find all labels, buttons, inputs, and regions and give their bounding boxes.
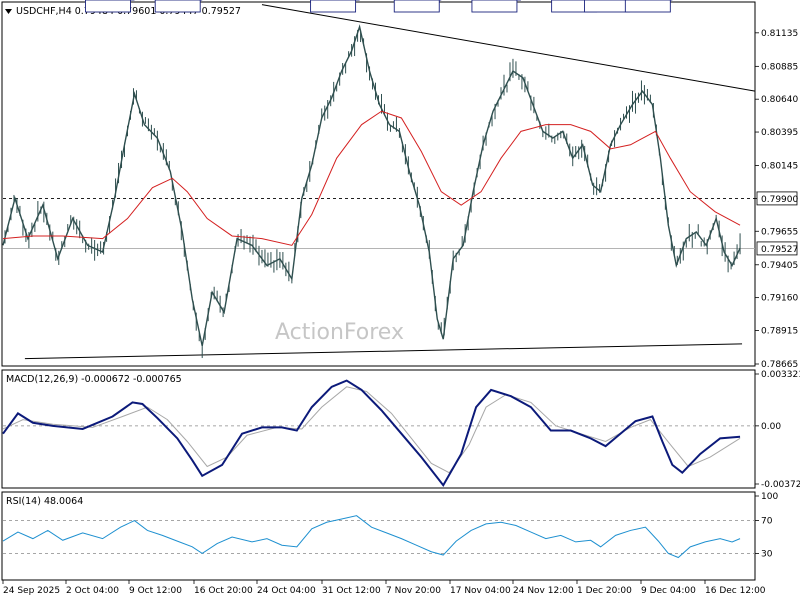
header-triangle-icon (5, 9, 12, 14)
x-tick-label: 16 Oct 20:00 (194, 586, 253, 596)
price-wicks (4, 29, 741, 359)
x-tick-label: 24 Sep 2025 (3, 586, 60, 596)
x-tick-label: 24 Nov 12:00 (513, 586, 574, 596)
rsi-panel-frame (1, 491, 756, 581)
x-tick-label: 9 Oct 12:00 (129, 586, 182, 596)
upper-trendline (261, 4, 756, 92)
rsi-y-tick-label: 70 (761, 517, 773, 527)
macd-line (2, 379, 741, 487)
svg-text:0.81230: 0.81230 (313, 0, 354, 3)
price-y-tick-label: 0.80640 (761, 95, 798, 105)
time-x-axis: 24 Sep 2025 2 Oct 04:00 9 Oct 12:00 16 Oct … (2, 580, 766, 596)
price-y-tick-label: 0.80885 (761, 62, 798, 72)
price-panel: USDCHF,H4 0.79484 0.79601 0.79447 0.7952… (1, 0, 798, 370)
level-price-tag: 0.79900 (756, 191, 798, 206)
macd-panel-frame (1, 369, 756, 489)
current-price-tag: 0.79527 (756, 241, 798, 256)
price-y-tick-label: 0.78665 (761, 360, 798, 370)
svg-text:0.78720: 0.78720 (158, 0, 199, 3)
x-tick-label: 9 Dec 04:00 (641, 586, 696, 596)
rsi-y-tick-label: 30 (761, 549, 773, 559)
macd-y-tick-label: 0.00 (761, 422, 781, 432)
macd-y-tick-label: -0.003723 (761, 480, 800, 490)
macd-panel-header: MACD(12,26,9) -0.000672 -0.000765 (6, 374, 182, 385)
price-panel-frame (1, 1, 756, 367)
macd-panel: MACD(12,26,9) -0.000672 -0.000765 0.0033… (1, 369, 800, 490)
lower-trendline (24, 343, 743, 360)
x-tick-label: 7 Nov 20:00 (386, 586, 441, 596)
price-annotation: 0.78770 (393, 0, 442, 13)
moving-average-line (2, 110, 741, 246)
svg-text:0.79900: 0.79900 (761, 195, 798, 205)
price-annotation: 0.78720 (154, 0, 203, 13)
svg-text:0.80840: 0.80840 (587, 0, 628, 3)
price-annotations: 0.80750 0.78720 0.81230 0.78770 0.81010 0.799… (85, 0, 673, 13)
rsi-y-tick-label: 100 (761, 492, 778, 502)
x-tick-label: 2 Oct 04:00 (66, 586, 119, 596)
price-y-tick-label: 0.80145 (761, 162, 798, 172)
svg-text:0.78770: 0.78770 (397, 0, 438, 3)
price-y-tick-label: 0.81135 (761, 29, 798, 39)
svg-text:0.80750: 0.80750 (88, 0, 129, 3)
price-y-tick-label: 0.79655 (761, 227, 798, 237)
svg-text:0.79230: 0.79230 (628, 0, 669, 3)
price-annotation: 0.79230 (624, 0, 673, 13)
x-tick-label: 17 Nov 04:00 (450, 586, 511, 596)
macd-y-axis: 0.003321 0.00 -0.003723 (755, 370, 800, 490)
rsi-panel-header: RSI(14) 48.0064 (6, 496, 83, 507)
rsi-y-axis: 100 70 30 (755, 492, 778, 559)
price-annotation: 0.81010 (471, 0, 521, 13)
price-y-tick-label: 0.79160 (761, 294, 798, 304)
x-tick-label: 31 Oct 12:00 (322, 586, 381, 596)
svg-text:0.79900: 0.79900 (554, 0, 595, 3)
x-tick-label: 1 Dec 20:00 (577, 586, 632, 596)
rsi-line (2, 515, 741, 559)
price-annotation: 0.80750 (85, 0, 135, 13)
svg-text:0.79527: 0.79527 (761, 245, 798, 255)
watermark-text: ActionForex (275, 320, 404, 345)
x-tick-label: 24 Oct 04:00 (257, 586, 316, 596)
macd-y-tick-label: 0.003321 (761, 370, 800, 380)
price-y-tick-label: 0.79405 (761, 261, 798, 271)
x-tick-label: 16 Dec 12:00 (705, 586, 766, 596)
rsi-panel: RSI(14) 48.0064 100 70 30 (1, 491, 778, 581)
price-y-tick-label: 0.80395 (761, 128, 798, 138)
svg-text:0.81010: 0.81010 (474, 0, 515, 3)
price-y-tick-label: 0.78915 (761, 326, 798, 336)
price-annotation: 0.81230 (310, 0, 360, 13)
